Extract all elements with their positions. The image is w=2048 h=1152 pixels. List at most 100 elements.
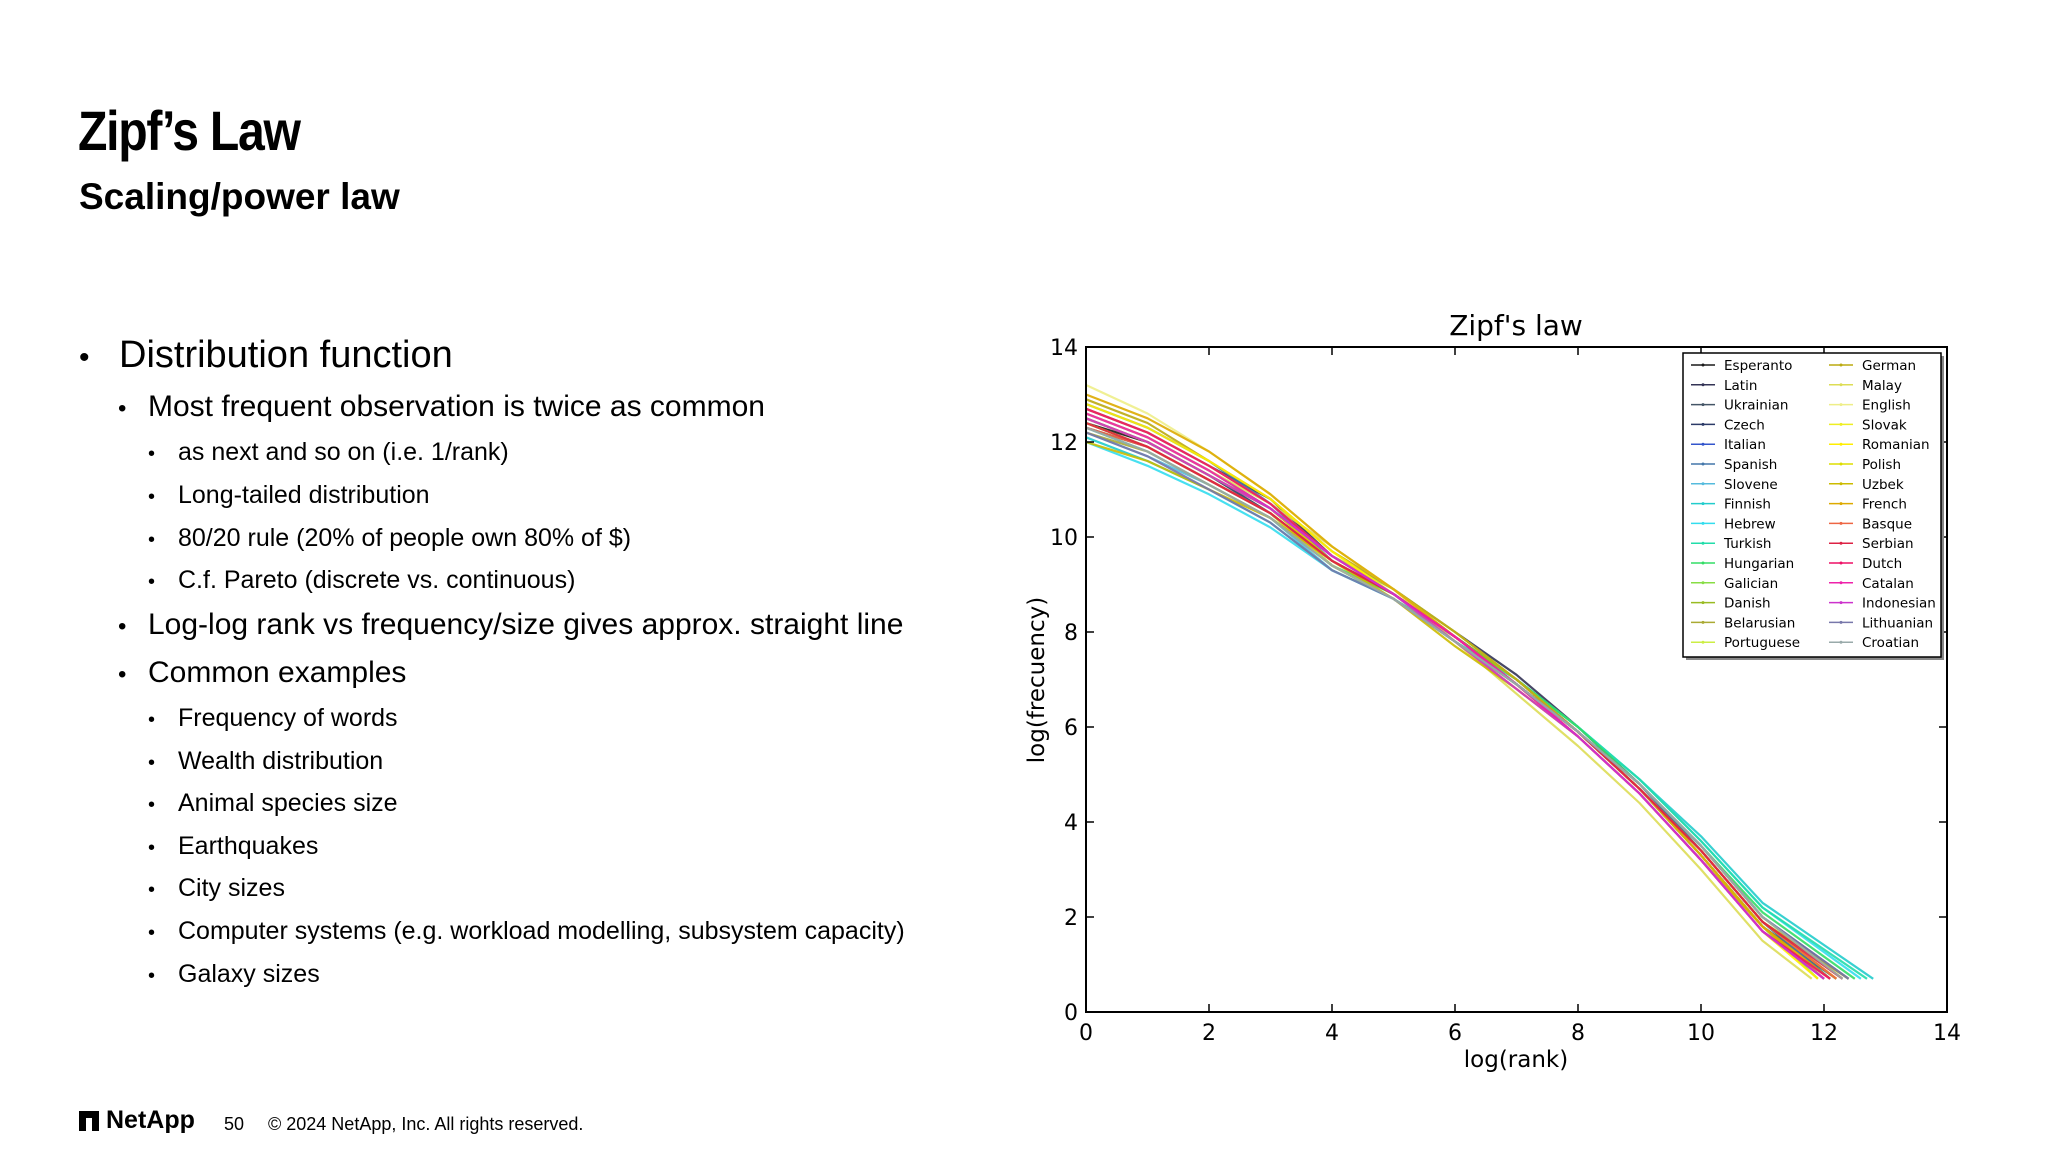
x-tick-label: 10: [1687, 1021, 1715, 1046]
legend-marker: [1701, 521, 1705, 525]
y-axis-label: log(frecuency): [1024, 597, 1050, 763]
legend-marker: [1701, 502, 1705, 506]
legend-marker: [1839, 422, 1843, 426]
y-tick-label: 2: [1064, 906, 1078, 931]
legend-marker: [1701, 462, 1705, 466]
bullet-text: Galaxy sizes: [178, 960, 320, 988]
legend-marker: [1701, 541, 1705, 545]
plot-frame: [1085, 346, 1948, 1013]
x-tick-label: 8: [1571, 1021, 1585, 1046]
bullet-marker: •: [148, 965, 156, 987]
legend-label: Turkish: [1723, 536, 1771, 552]
bullet-marker: •: [148, 529, 156, 551]
bullet-list: • Distribution function • Most frequent …: [0, 0, 1000, 1000]
bullet-text: City sizes: [178, 874, 285, 902]
legend-marker: [1701, 422, 1705, 426]
bullet-item: • City sizes: [148, 874, 285, 903]
legend-label: Romanian: [1862, 437, 1930, 453]
legend-marker: [1701, 581, 1705, 585]
bullet-text: 80/20 rule (20% of people own 80% of $): [178, 524, 632, 552]
bullet-text: as next and so on (i.e. 1/rank): [178, 438, 509, 466]
zipf-chart: Zipf's law 0 2 4 6 8 10 12 14 0 2 4 6 8 10 12 14 log(ra…: [1024, 309, 1961, 1073]
bullet-marker: •: [148, 571, 156, 593]
slide-title: Zipf’s Law: [78, 99, 301, 162]
netapp-logo: NetApp: [79, 1106, 195, 1135]
bullet-marker: •: [148, 709, 156, 731]
bullet-text: C.f. Pareto (discrete vs. continuous): [178, 566, 576, 594]
legend-marker: [1701, 601, 1705, 605]
bullet-item: • Galaxy sizes: [148, 960, 320, 989]
legend-marker: [1839, 640, 1843, 644]
x-tick-label: 6: [1448, 1021, 1462, 1046]
bullet-item: • Wealth distribution: [148, 747, 383, 776]
legend-label: Slovene: [1724, 477, 1778, 493]
legend-box: [1682, 352, 1942, 658]
legend-label: Malay: [1862, 378, 1902, 394]
legend-label: Spanish: [1724, 457, 1777, 473]
bullet-item: • Most frequent observation is twice as …: [118, 390, 765, 424]
legend-marker: [1839, 363, 1843, 367]
bullet-text: Wealth distribution: [178, 747, 384, 775]
bullet-text: Log-log rank vs frequency/size gives app…: [148, 608, 904, 641]
x-tick-label: 0: [1079, 1021, 1093, 1046]
bullet-text: Animal species size: [178, 789, 398, 817]
legend-label: Hebrew: [1724, 516, 1776, 532]
bullet-marker: •: [148, 922, 156, 944]
legend-marker: [1701, 482, 1705, 486]
legend-label: Portuguese: [1724, 635, 1800, 651]
bullet-marker: •: [148, 794, 156, 816]
legend-label: Slovak: [1862, 417, 1907, 433]
legend-label: German: [1862, 358, 1916, 374]
y-tick-label: 6: [1064, 716, 1078, 741]
y-tick-label: 0: [1064, 1001, 1078, 1026]
chart-title: Zipf's law: [1449, 309, 1583, 342]
legend-label: Basque: [1862, 516, 1912, 532]
legend-label: Belarusian: [1724, 615, 1795, 631]
y-tick-label: 4: [1064, 811, 1078, 836]
x-axis-label: log(rank): [1464, 1047, 1568, 1073]
bullet-item: • Long-tailed distribution: [148, 481, 430, 510]
legend-marker: [1701, 561, 1705, 565]
axis-ticks: 0 2 4 6 8 10 12 14 0 2 4 6 8 10 12 14: [1050, 336, 1961, 1046]
y-tick-label: 14: [1050, 336, 1078, 361]
bullet-item: • 80/20 rule (20% of people own 80% of $…: [148, 524, 631, 553]
legend-marker: [1839, 383, 1843, 387]
legend-label: Lithuanian: [1862, 615, 1933, 631]
legend-label: Polish: [1862, 457, 1901, 473]
bullet-item: • Animal species size: [148, 789, 398, 818]
x-tick-label: 14: [1933, 1021, 1961, 1046]
bullet-marker: •: [118, 395, 127, 422]
legend-marker: [1701, 442, 1705, 446]
legend-marker: [1839, 482, 1843, 486]
x-tick-label: 2: [1202, 1021, 1216, 1046]
bullet-text: Computer systems (e.g. workload modellin…: [178, 917, 905, 945]
bullet-marker: •: [118, 613, 127, 640]
legend-marker: [1701, 640, 1705, 644]
bullet-text: Most frequent observation is twice as co…: [148, 390, 765, 423]
legend-label: Italian: [1724, 437, 1766, 453]
legend-marker: [1701, 383, 1705, 387]
y-tick-label: 12: [1050, 431, 1078, 456]
legend-marker: [1839, 462, 1843, 466]
legend-label: Latin: [1724, 378, 1757, 394]
x-tick-label: 12: [1810, 1021, 1838, 1046]
bullet-marker: •: [148, 443, 156, 465]
legend-marker: [1839, 581, 1843, 585]
bullet-text: Earthquakes: [178, 832, 319, 860]
netapp-logo-icon: [79, 1110, 99, 1131]
legend-marker: [1701, 363, 1705, 367]
legend-label: French: [1862, 497, 1907, 513]
y-tick-label: 8: [1064, 621, 1078, 646]
legend-label: Croatian: [1862, 635, 1919, 651]
bullet-item: • as next and so on (i.e. 1/rank): [148, 438, 509, 467]
legend-label: Esperanto: [1724, 358, 1792, 374]
bullet-marker: •: [79, 341, 90, 374]
bullet-item: • Earthquakes: [148, 832, 318, 861]
legend-marker: [1839, 561, 1843, 565]
series-line-croatian: [1085, 426, 1844, 980]
bullet-text: Common examples: [148, 656, 407, 689]
page-number: 50: [224, 1114, 245, 1134]
bullet-item: • Computer systems (e.g. workload modell…: [148, 917, 905, 946]
legend-marker: [1839, 403, 1843, 407]
legend-label: Serbian: [1862, 536, 1914, 552]
